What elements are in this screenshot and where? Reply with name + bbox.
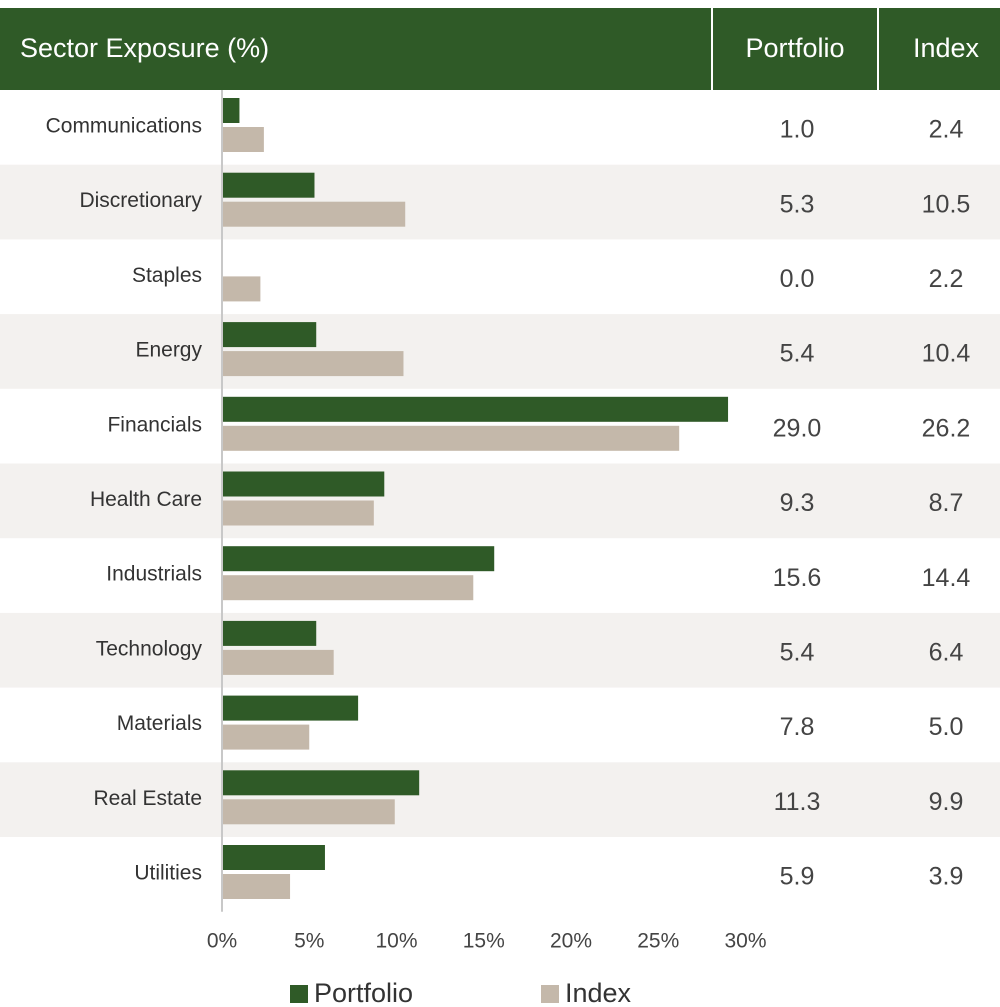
bar — [222, 172, 315, 198]
category-label: Financials — [107, 413, 202, 436]
value-label: 1.0 — [780, 116, 815, 144]
bar — [222, 98, 240, 123]
bar — [222, 874, 291, 899]
x-tick-label: 0% — [207, 930, 237, 953]
bar — [222, 500, 374, 526]
value-label: 5.3 — [780, 190, 815, 218]
bar — [222, 351, 404, 377]
value-label: 0.0 — [780, 265, 815, 293]
bar — [222, 425, 680, 451]
value-label: 14.4 — [922, 564, 971, 592]
bar — [222, 276, 261, 302]
value-label: 10.5 — [922, 190, 971, 218]
bar — [222, 546, 495, 572]
row-band — [0, 463, 1000, 539]
value-label: 5.9 — [780, 863, 815, 891]
row-band — [0, 762, 1000, 837]
column-header: Portfolio — [745, 33, 844, 63]
row-band — [0, 164, 1000, 240]
header-bar — [0, 8, 1000, 90]
category-label: Communications — [46, 115, 202, 138]
category-label: Staples — [132, 264, 202, 287]
bar — [222, 396, 729, 422]
legend-label: Portfolio — [314, 978, 413, 1007]
row-band — [0, 314, 1000, 389]
value-label: 9.3 — [780, 489, 815, 517]
value-label: 8.7 — [929, 489, 964, 517]
value-label: 6.4 — [929, 639, 964, 667]
bar — [222, 724, 310, 750]
bar — [222, 201, 406, 227]
x-tick-label: 30% — [724, 930, 766, 953]
value-label: 15.6 — [773, 564, 822, 592]
x-tick-label: 5% — [294, 930, 324, 953]
category-label: Technology — [96, 637, 203, 660]
category-label: Utilities — [134, 862, 202, 885]
row-band — [0, 612, 1000, 688]
value-label: 5.4 — [780, 639, 815, 667]
x-tick-label: 20% — [550, 930, 592, 953]
legend-swatch — [541, 985, 559, 1003]
value-label: 7.8 — [780, 713, 815, 741]
column-header: Index — [913, 33, 980, 63]
legend-label: Index — [565, 978, 632, 1007]
category-label: Industrials — [106, 563, 202, 586]
value-label: 5.0 — [929, 713, 964, 741]
bar — [222, 620, 317, 646]
bar — [222, 127, 264, 152]
category-label: Materials — [117, 712, 202, 735]
chart-title: Sector Exposure (%) — [20, 33, 269, 63]
value-label: 11.3 — [774, 788, 821, 816]
value-label: 10.4 — [922, 340, 971, 368]
value-label: 29.0 — [773, 414, 822, 442]
value-label: 2.2 — [929, 265, 964, 293]
bar — [222, 770, 420, 796]
bar — [222, 799, 395, 825]
bar — [222, 649, 334, 675]
bar — [222, 471, 385, 497]
bar — [222, 322, 317, 348]
x-tick-label: 25% — [637, 930, 679, 953]
bar — [222, 845, 325, 870]
bar — [222, 695, 359, 721]
value-label: 26.2 — [922, 414, 971, 442]
category-label: Discretionary — [79, 189, 202, 212]
category-label: Health Care — [90, 488, 202, 511]
value-label: 3.9 — [929, 863, 964, 891]
x-tick-label: 15% — [463, 930, 505, 953]
category-label: Real Estate — [93, 787, 202, 810]
value-label: 2.4 — [929, 116, 964, 144]
value-label: 9.9 — [929, 788, 964, 816]
legend-swatch — [290, 985, 308, 1003]
x-tick-label: 10% — [375, 930, 417, 953]
bar — [222, 575, 474, 601]
category-label: Energy — [135, 339, 202, 362]
value-label: 5.4 — [780, 340, 815, 368]
